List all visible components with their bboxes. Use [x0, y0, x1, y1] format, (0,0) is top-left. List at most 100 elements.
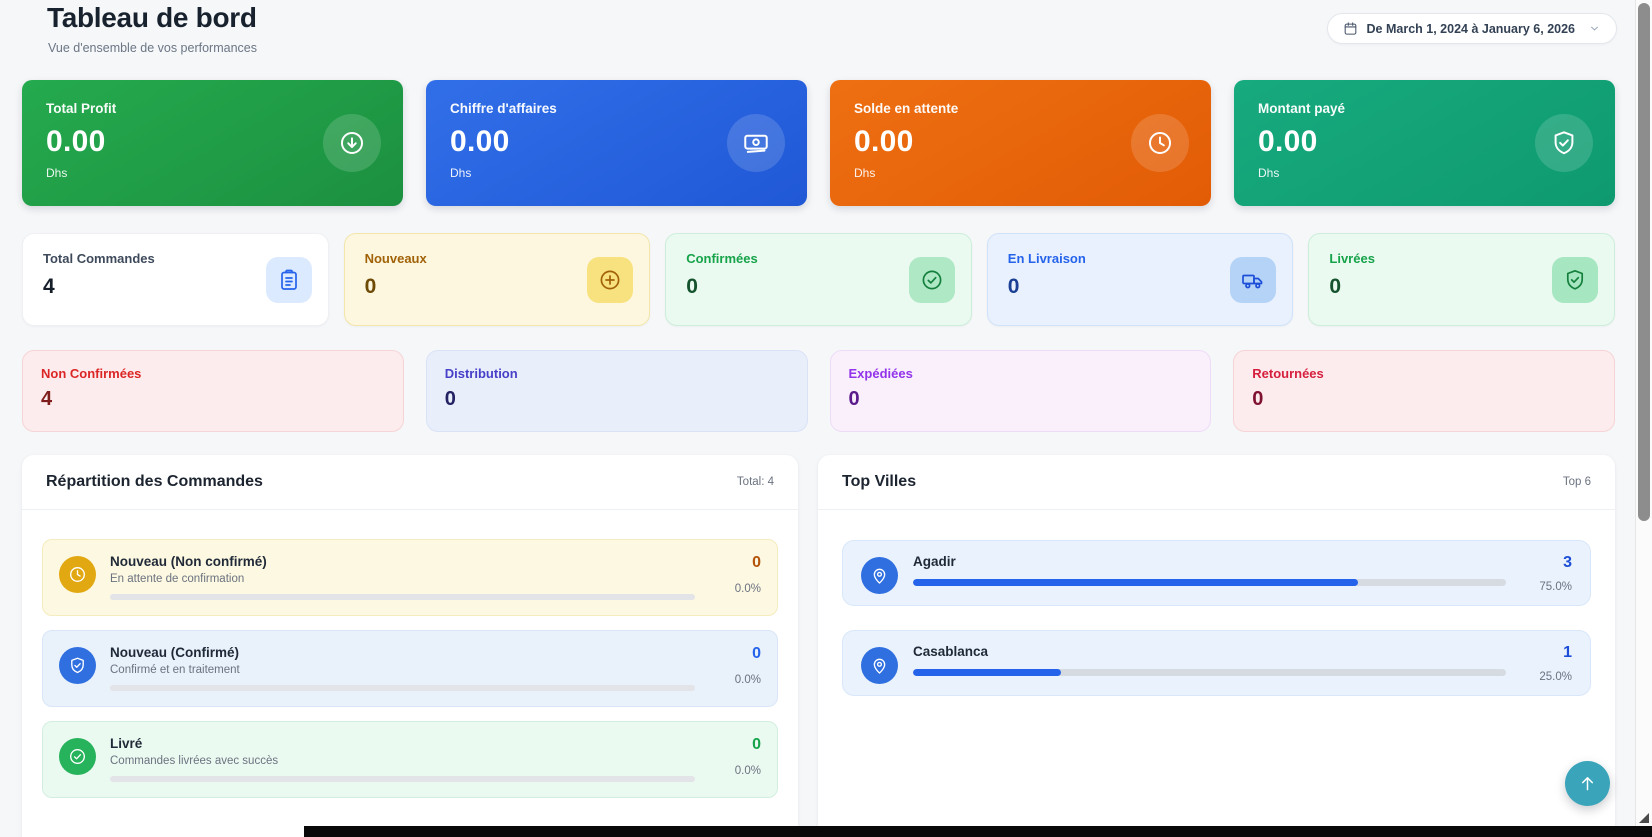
clock-icon [68, 565, 87, 584]
page-title: Tableau de bord [47, 2, 257, 33]
panels-row: Répartition des Commandes Total: 4 Nouve… [22, 455, 1615, 837]
item-percent: 0.0% [734, 583, 761, 595]
stat-value: 0.00 [1258, 125, 1318, 158]
shield-check-icon [1563, 268, 1587, 292]
count-card-en-livraison: En Livraison 0 [986, 233, 1294, 326]
count-value: 0 [364, 275, 377, 298]
status-label: Non Confirmées [41, 366, 142, 381]
stat-card-solde-en-attente: Solde en attente 0.00 Dhs [830, 80, 1211, 206]
status-value: 4 [41, 388, 53, 410]
date-range-selector[interactable]: De March 1, 2024 à January 6, 2026 [1326, 13, 1617, 44]
clipboard-icon [277, 268, 301, 292]
stat-card-montant-paye: Montant payé 0.00 Dhs [1234, 80, 1615, 206]
city-count: 3 [1563, 554, 1572, 571]
count-card-livrees: Livrées 0 [1308, 233, 1615, 326]
clock-icon [1146, 129, 1174, 157]
check-circle-icon [68, 747, 87, 766]
page-header: Tableau de bord Vue d'ensemble de vos pe… [47, 2, 257, 55]
city-count: 1 [1563, 644, 1572, 661]
city-item-agadir: Agadir 3 75.0% [842, 540, 1591, 606]
city-percent: 25.0% [1539, 671, 1572, 683]
item-count: 0 [752, 645, 761, 662]
item-icon-circle [59, 647, 96, 684]
date-range-label: De March 1, 2024 à January 6, 2026 [1366, 21, 1575, 36]
count-card-confirmees: Confirmées 0 [665, 233, 972, 326]
status-value: 0 [1252, 388, 1264, 410]
cities-panel-header: Top Villes Top 6 [818, 455, 1615, 510]
stat-icon-bubble [323, 114, 381, 172]
page-subtitle: Vue d'ensemble de vos performances [48, 41, 257, 55]
city-progress-track [913, 669, 1506, 676]
count-value: 0 [1329, 275, 1342, 298]
orders-panel-title: Répartition des Commandes [46, 473, 263, 490]
item-title: Nouveau (Confirmé) [110, 645, 240, 660]
status-cards-row: Non Confirmées 4 Distribution 0 Expédiée… [22, 350, 1615, 432]
map-pin-icon [870, 566, 889, 585]
stat-label: Montant payé [1258, 101, 1346, 116]
city-item-casablanca: Casablanca 1 25.0% [842, 630, 1591, 696]
stat-cards-row: Total Profit 0.00 Dhs Chiffre d'affaires… [22, 80, 1615, 206]
orders-distribution-panel: Répartition des Commandes Total: 4 Nouve… [22, 455, 798, 837]
count-icon-box [1230, 256, 1277, 303]
status-label: Distribution [444, 366, 518, 381]
stat-label: Solde en attente [854, 101, 959, 116]
item-percent: 0.0% [734, 674, 761, 686]
city-name: Agadir [913, 554, 956, 569]
stat-unit: Dhs [46, 166, 68, 180]
cities-list: Agadir 3 75.0% Casablanca [818, 510, 1615, 696]
count-card-nouveaux: Nouveaux 0 [343, 233, 651, 326]
stat-card-total-profit: Total Profit 0.00 Dhs [22, 80, 403, 206]
count-label: Livrées [1329, 251, 1375, 266]
count-value: 4 [43, 275, 55, 298]
count-icon-box [265, 256, 312, 303]
top-cities-panel: Top Villes Top 6 Agadir 3 75.0% [818, 455, 1615, 837]
truck-icon [1241, 268, 1265, 292]
status-label: Retournées [1252, 366, 1324, 381]
item-count: 0 [752, 554, 761, 571]
shield-check-icon [68, 656, 87, 675]
count-card-total-commandes: Total Commandes 4 [22, 233, 329, 326]
progress-track [110, 594, 695, 600]
item-title: Livré [110, 736, 143, 751]
city-progress-fill [913, 579, 1358, 586]
stat-card-chiffre-affaires: Chiffre d'affaires 0.00 Dhs [426, 80, 807, 206]
status-card-expediees: Expédiées 0 [829, 350, 1212, 432]
status-value: 0 [848, 388, 860, 410]
banknote-icon [742, 129, 770, 157]
cities-panel-title: Top Villes [842, 473, 917, 490]
item-icon-circle [59, 556, 96, 593]
orders-panel-header: Répartition des Commandes Total: 4 [22, 455, 798, 510]
stat-label: Total Profit [46, 101, 117, 116]
stat-unit: Dhs [854, 166, 876, 180]
status-card-distribution: Distribution 0 [425, 350, 808, 432]
stat-icon-bubble [1535, 114, 1593, 172]
stat-icon-bubble [1131, 114, 1189, 172]
stat-unit: Dhs [1258, 166, 1280, 180]
calendar-icon [1343, 21, 1358, 36]
city-icon-circle [861, 647, 898, 684]
status-label: Expédiées [848, 366, 913, 381]
cities-panel-top-label: Top 6 [1562, 476, 1591, 488]
order-status-item-nouveau-confirme: Nouveau (Confirmé) Confirmé et en traite… [42, 630, 778, 707]
item-subtitle: Commandes livrées avec succès [110, 755, 279, 767]
city-icon-circle [861, 557, 898, 594]
city-progress-track [913, 579, 1506, 586]
scrollbar-thumb[interactable] [1638, 3, 1650, 521]
stat-icon-bubble [727, 114, 785, 172]
plus-circle-icon [598, 268, 622, 292]
arrow-up-icon [1577, 773, 1598, 794]
count-label: Confirmées [686, 251, 758, 266]
scroll-to-top-button[interactable] [1565, 761, 1610, 806]
orders-list: Nouveau (Non confirmé) En attente de con… [22, 510, 798, 798]
stat-label: Chiffre d'affaires [450, 101, 557, 116]
count-label: Total Commandes [43, 251, 155, 266]
count-label: En Livraison [1007, 251, 1086, 266]
count-icon-box [908, 256, 955, 303]
orders-panel-total: Total: 4 [736, 476, 774, 488]
count-value: 0 [686, 275, 698, 298]
stat-unit: Dhs [450, 166, 472, 180]
vertical-scrollbar[interactable] [1635, 0, 1652, 837]
progress-track [110, 776, 695, 782]
shield-check-icon [1550, 129, 1578, 157]
